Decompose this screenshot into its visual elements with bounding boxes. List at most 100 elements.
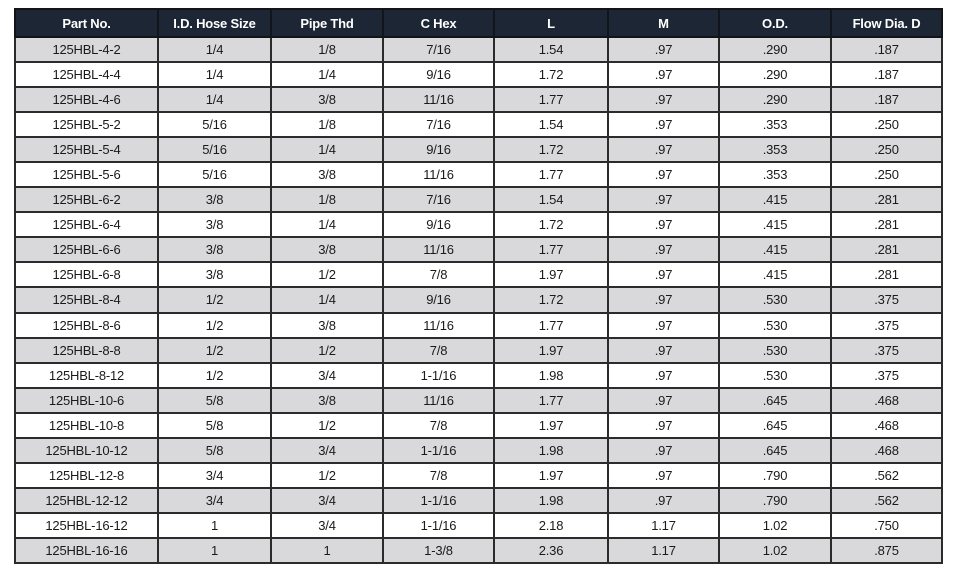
cell-l: 1.72 <box>493 211 609 239</box>
cell-c-hex: 9/16 <box>382 61 495 89</box>
cell-i-d-hose-size: 1/2 <box>157 311 272 339</box>
cell-l: 2.18 <box>493 511 609 539</box>
cell-i-d-hose-size: 3/8 <box>157 236 272 264</box>
cell-o-d: 1.02 <box>718 536 832 565</box>
table-row: 125HBL-4-6 1/4 3/8 11/16 1.77.97.290.187 <box>14 86 943 114</box>
cell-flow-dia-d: .875 <box>830 536 943 565</box>
cell-i-d-hose-size: 5/8 <box>157 411 272 439</box>
cell-m: .97 <box>607 286 720 314</box>
cell-i-d-hose-size: 1/2 <box>157 361 272 389</box>
cell-m: .97 <box>607 261 720 289</box>
table-row: 125HBL-4-4 1/4 1/4 9/16 1.72.97.290.187 <box>14 61 943 89</box>
cell-pipe-thd: 3/8 <box>270 86 384 114</box>
cell-l: 1.97 <box>493 411 609 439</box>
cell-pipe-thd: 1 <box>270 536 384 565</box>
cell-i-d-hose-size: 5/8 <box>157 386 272 414</box>
cell-o-d: .530 <box>718 286 832 314</box>
cell-flow-dia-d: .562 <box>830 461 943 489</box>
cell-flow-dia-d: .281 <box>830 236 943 264</box>
cell-part-no: 125HBL-6-2 <box>14 186 159 214</box>
cell-part-no: 125HBL-6-4 <box>14 211 159 239</box>
table-header: Part No. I.D. Hose Size Pipe Thd C Hex L M O.D… <box>14 8 943 38</box>
cell-flow-dia-d: .375 <box>830 336 943 364</box>
cell-pipe-thd: 1/4 <box>270 136 384 164</box>
cell-pipe-thd: 1/2 <box>270 261 384 289</box>
cell-l: 1.98 <box>493 436 609 464</box>
cell-m: .97 <box>607 461 720 489</box>
column-header-m: M <box>607 8 720 38</box>
cell-flow-dia-d: .375 <box>830 361 943 389</box>
cell-l: 2.36 <box>493 536 609 565</box>
cell-c-hex: 7/16 <box>382 186 495 214</box>
cell-part-no: 125HBL-6-8 <box>14 261 159 289</box>
cell-o-d: .790 <box>718 461 832 489</box>
cell-c-hex: 11/16 <box>382 236 495 264</box>
cell-c-hex: 9/16 <box>382 136 495 164</box>
cell-o-d: .353 <box>718 136 832 164</box>
cell-o-d: .290 <box>718 86 832 114</box>
column-header-flow-dia-d: Flow Dia. D <box>830 8 943 38</box>
cell-pipe-thd: 1/8 <box>270 111 384 139</box>
table-row: 125HBL-4-2 1/4 1/8 7/16 1.54.97.290.187 <box>14 35 943 64</box>
cell-part-no: 125HBL-16-12 <box>14 511 159 539</box>
cell-m: .97 <box>607 436 720 464</box>
cell-l: 1.77 <box>493 86 609 114</box>
cell-c-hex: 1-1/16 <box>382 511 495 539</box>
cell-pipe-thd: 1/8 <box>270 35 384 64</box>
cell-i-d-hose-size: 1/2 <box>157 336 272 364</box>
column-header-l: L <box>493 8 609 38</box>
cell-c-hex: 7/8 <box>382 261 495 289</box>
cell-c-hex: 11/16 <box>382 161 495 189</box>
table-row: 125HBL-8-12 1/2 3/4 1-1/16 1.98.97.530.375 <box>14 361 943 389</box>
cell-pipe-thd: 1/4 <box>270 61 384 89</box>
table-row: 125HBL-5-4 5/16 1/4 9/16 1.72.97.353.250 <box>14 136 943 164</box>
cell-i-d-hose-size: 1/2 <box>157 286 272 314</box>
cell-l: 1.98 <box>493 486 609 514</box>
cell-pipe-thd: 1/2 <box>270 461 384 489</box>
cell-i-d-hose-size: 1/4 <box>157 35 272 64</box>
cell-l: 1.77 <box>493 386 609 414</box>
cell-m: .97 <box>607 486 720 514</box>
table-row: 125HBL-5-6 5/16 3/8 11/16 1.77.97.353.250 <box>14 161 943 189</box>
cell-o-d: .645 <box>718 436 832 464</box>
cell-i-d-hose-size: 3/8 <box>157 186 272 214</box>
cell-part-no: 125HBL-16-16 <box>14 536 159 565</box>
cell-flow-dia-d: .468 <box>830 411 943 439</box>
table-row: 125HBL-10-6 5/8 3/8 11/16 1.77.97.645.468 <box>14 386 943 414</box>
cell-c-hex: 7/16 <box>382 35 495 64</box>
cell-flow-dia-d: .187 <box>830 35 943 64</box>
cell-c-hex: 11/16 <box>382 311 495 339</box>
table-body: 125HBL-4-2 1/4 1/8 7/16 1.54.97.290.187 125HB… <box>14 35 943 565</box>
cell-part-no: 125HBL-10-8 <box>14 411 159 439</box>
cell-part-no: 125HBL-6-6 <box>14 236 159 264</box>
cell-pipe-thd: 1/2 <box>270 411 384 439</box>
cell-c-hex: 1-1/16 <box>382 361 495 389</box>
cell-i-d-hose-size: 5/16 <box>157 111 272 139</box>
cell-c-hex: 11/16 <box>382 386 495 414</box>
cell-o-d: .530 <box>718 361 832 389</box>
cell-i-d-hose-size: 3/8 <box>157 211 272 239</box>
cell-part-no: 125HBL-4-2 <box>14 35 159 64</box>
cell-m: .97 <box>607 411 720 439</box>
cell-pipe-thd: 3/4 <box>270 511 384 539</box>
cell-part-no: 125HBL-5-6 <box>14 161 159 189</box>
table-row: 125HBL-6-8 3/8 1/2 7/8 1.97.97.415.281 <box>14 261 943 289</box>
table-row: 125HBL-5-2 5/16 1/8 7/16 1.54.97.353.250 <box>14 111 943 139</box>
cell-m: .97 <box>607 161 720 189</box>
cell-i-d-hose-size: 1/4 <box>157 61 272 89</box>
table-row: 125HBL-10-12 5/8 3/4 1-1/16 1.98.97.645.468 <box>14 436 943 464</box>
cell-part-no: 125HBL-8-6 <box>14 311 159 339</box>
cell-flow-dia-d: .281 <box>830 211 943 239</box>
cell-pipe-thd: 3/8 <box>270 161 384 189</box>
cell-part-no: 125HBL-12-8 <box>14 461 159 489</box>
cell-c-hex: 1-1/16 <box>382 436 495 464</box>
cell-flow-dia-d: .281 <box>830 261 943 289</box>
cell-i-d-hose-size: 5/16 <box>157 161 272 189</box>
cell-m: .97 <box>607 136 720 164</box>
column-header-pipe-thd: Pipe Thd <box>270 8 384 38</box>
cell-flow-dia-d: .187 <box>830 61 943 89</box>
cell-l: 1.98 <box>493 361 609 389</box>
cell-m: .97 <box>607 61 720 89</box>
cell-pipe-thd: 3/4 <box>270 486 384 514</box>
cell-i-d-hose-size: 1/4 <box>157 86 272 114</box>
